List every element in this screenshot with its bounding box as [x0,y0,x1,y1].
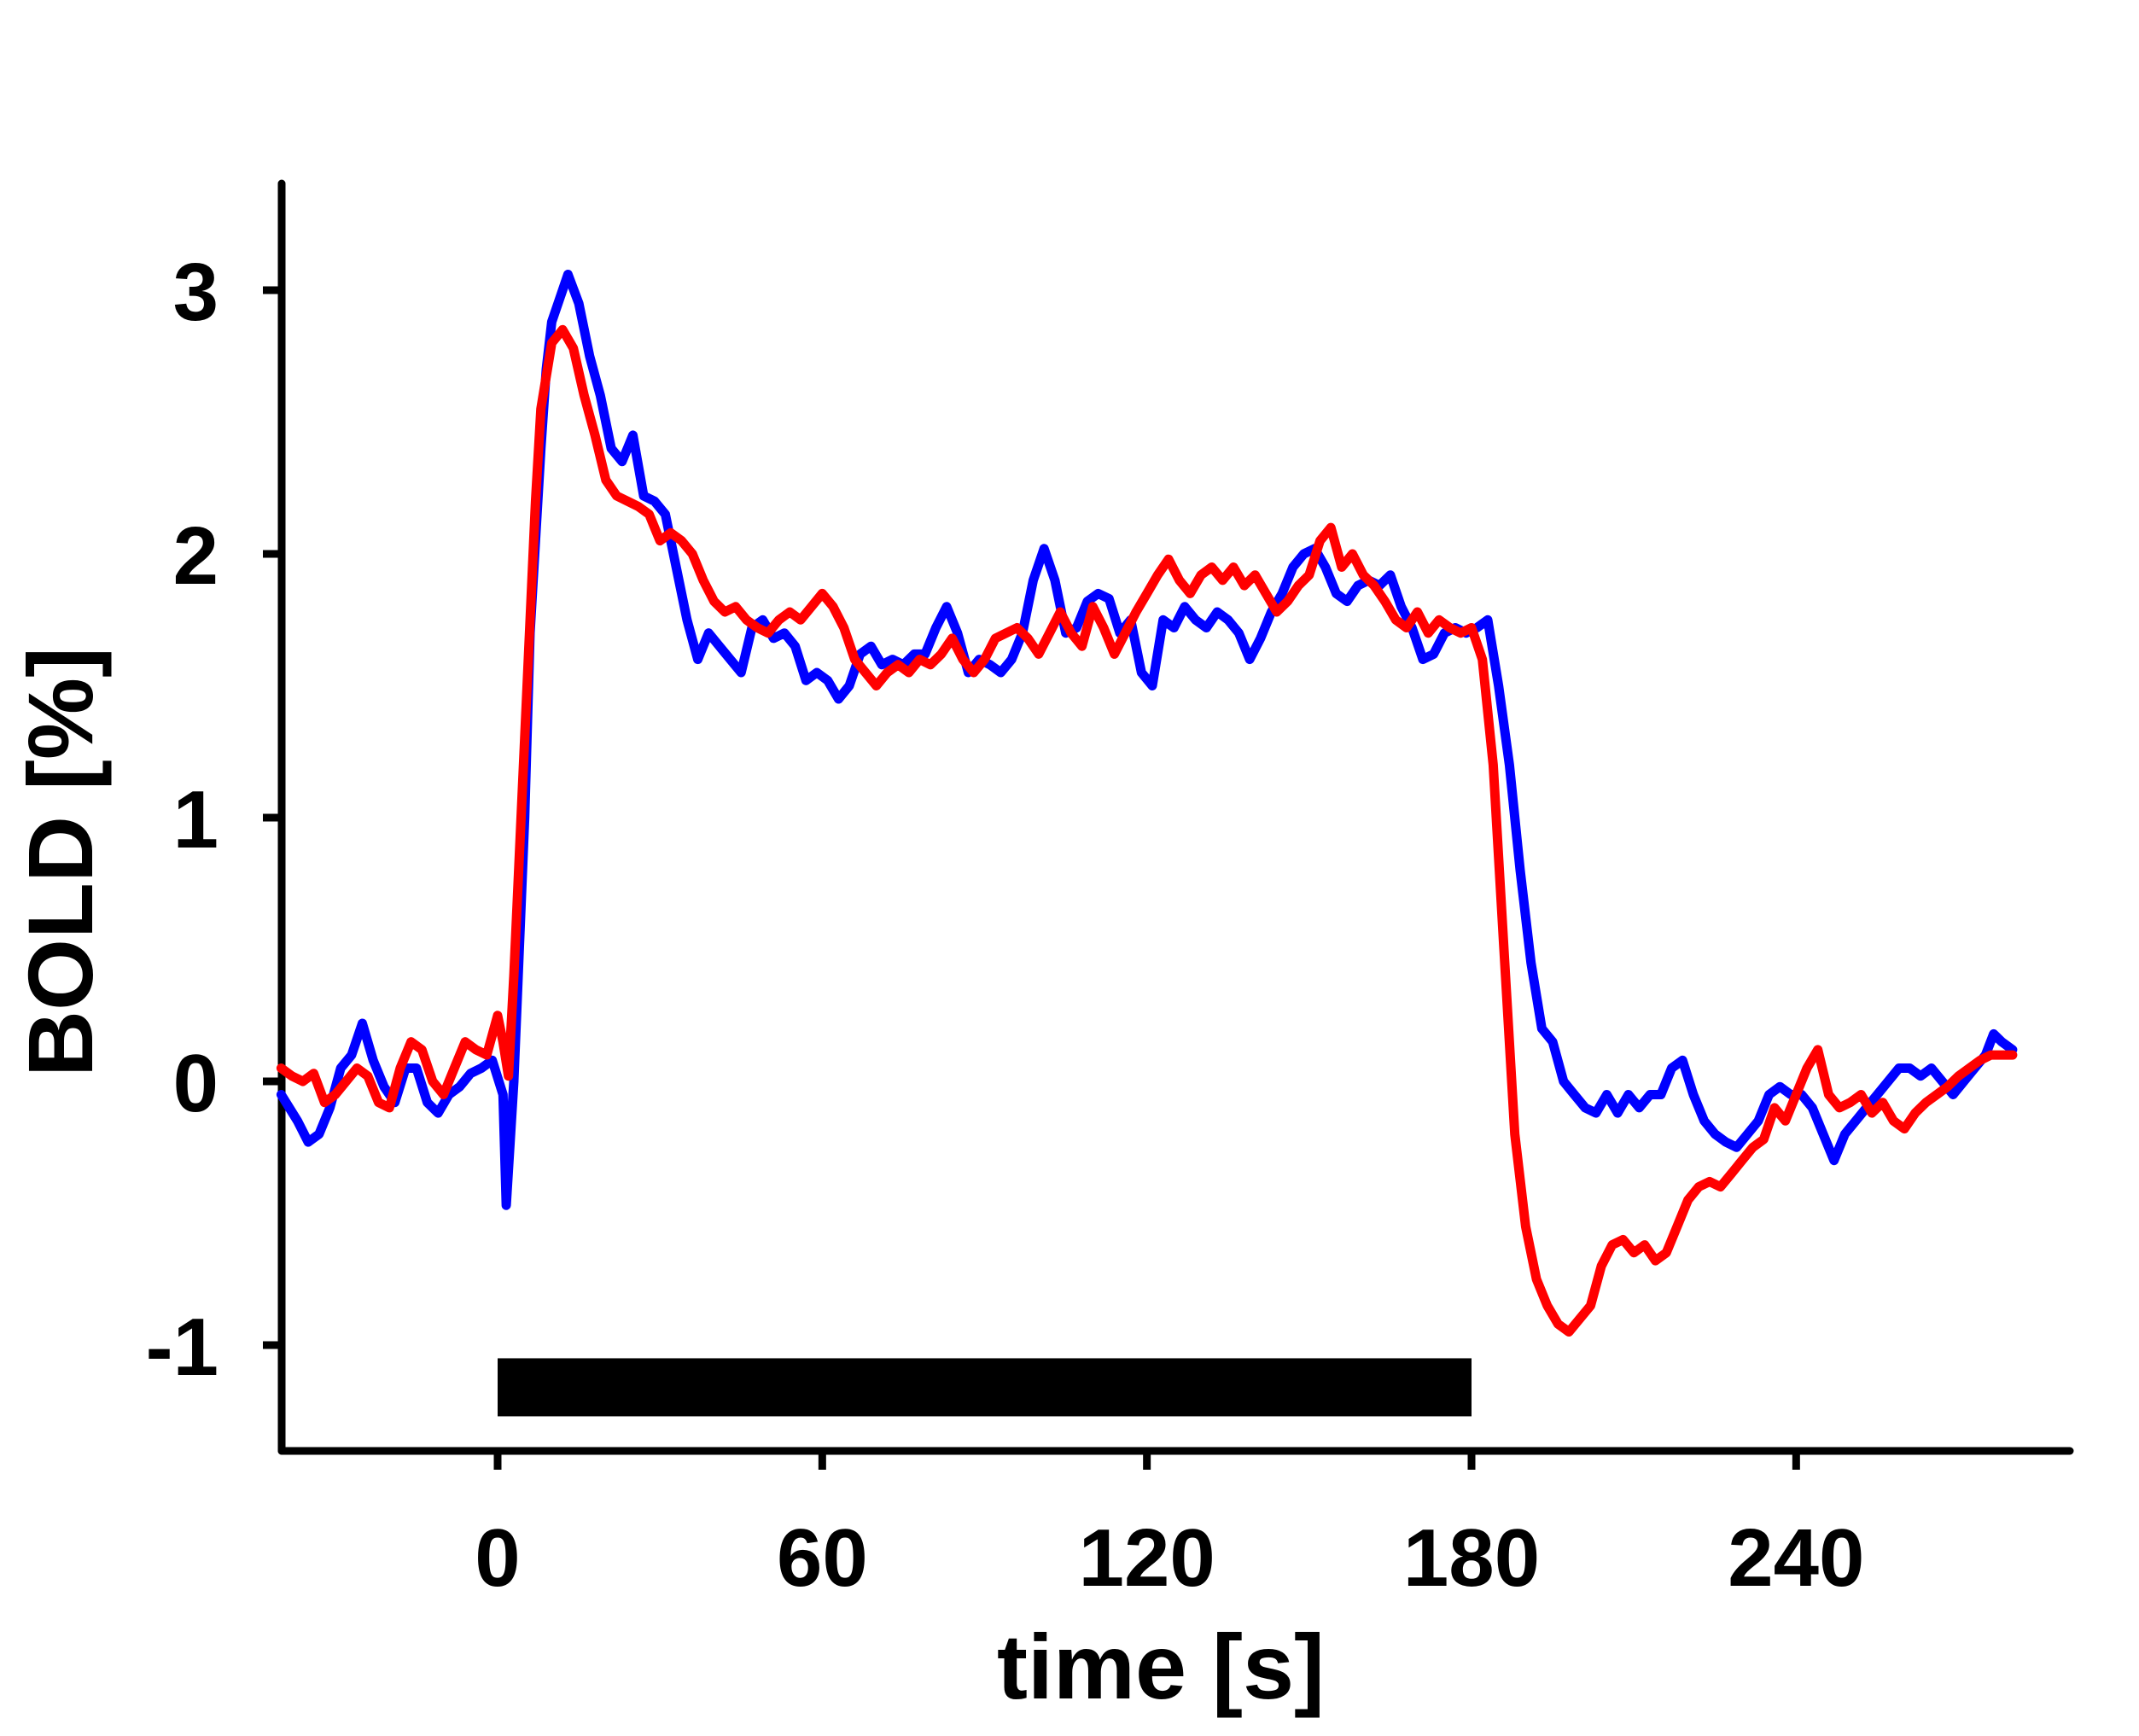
axes [263,179,2074,1470]
x-axis-label: time [s] [997,1615,1325,1718]
y-tick-label: -1 [146,1302,219,1393]
stimulus-bar [498,1358,1472,1417]
y-tick-label: 1 [173,774,219,865]
x-tick-label: 120 [1079,1512,1215,1604]
series-line-blue [276,270,2018,1210]
y-axis-label: BOLD [%] [9,647,112,1077]
x-tick-label: 60 [777,1512,868,1604]
series-line-red [276,324,2018,1337]
y-tick-label: 0 [173,1038,219,1129]
x-tick-label: 180 [1403,1512,1540,1604]
x-tick-label: 240 [1728,1512,1864,1604]
y-tick-label: 2 [173,510,219,602]
tick-labels: -1 0 1 2 3 0 60 120 180 240 [146,247,1865,1604]
x-tick-label: 0 [475,1512,520,1604]
series-layer [276,270,2018,1337]
stimulus-bar-layer [498,1358,1472,1417]
y-tick-label: 3 [173,247,219,338]
